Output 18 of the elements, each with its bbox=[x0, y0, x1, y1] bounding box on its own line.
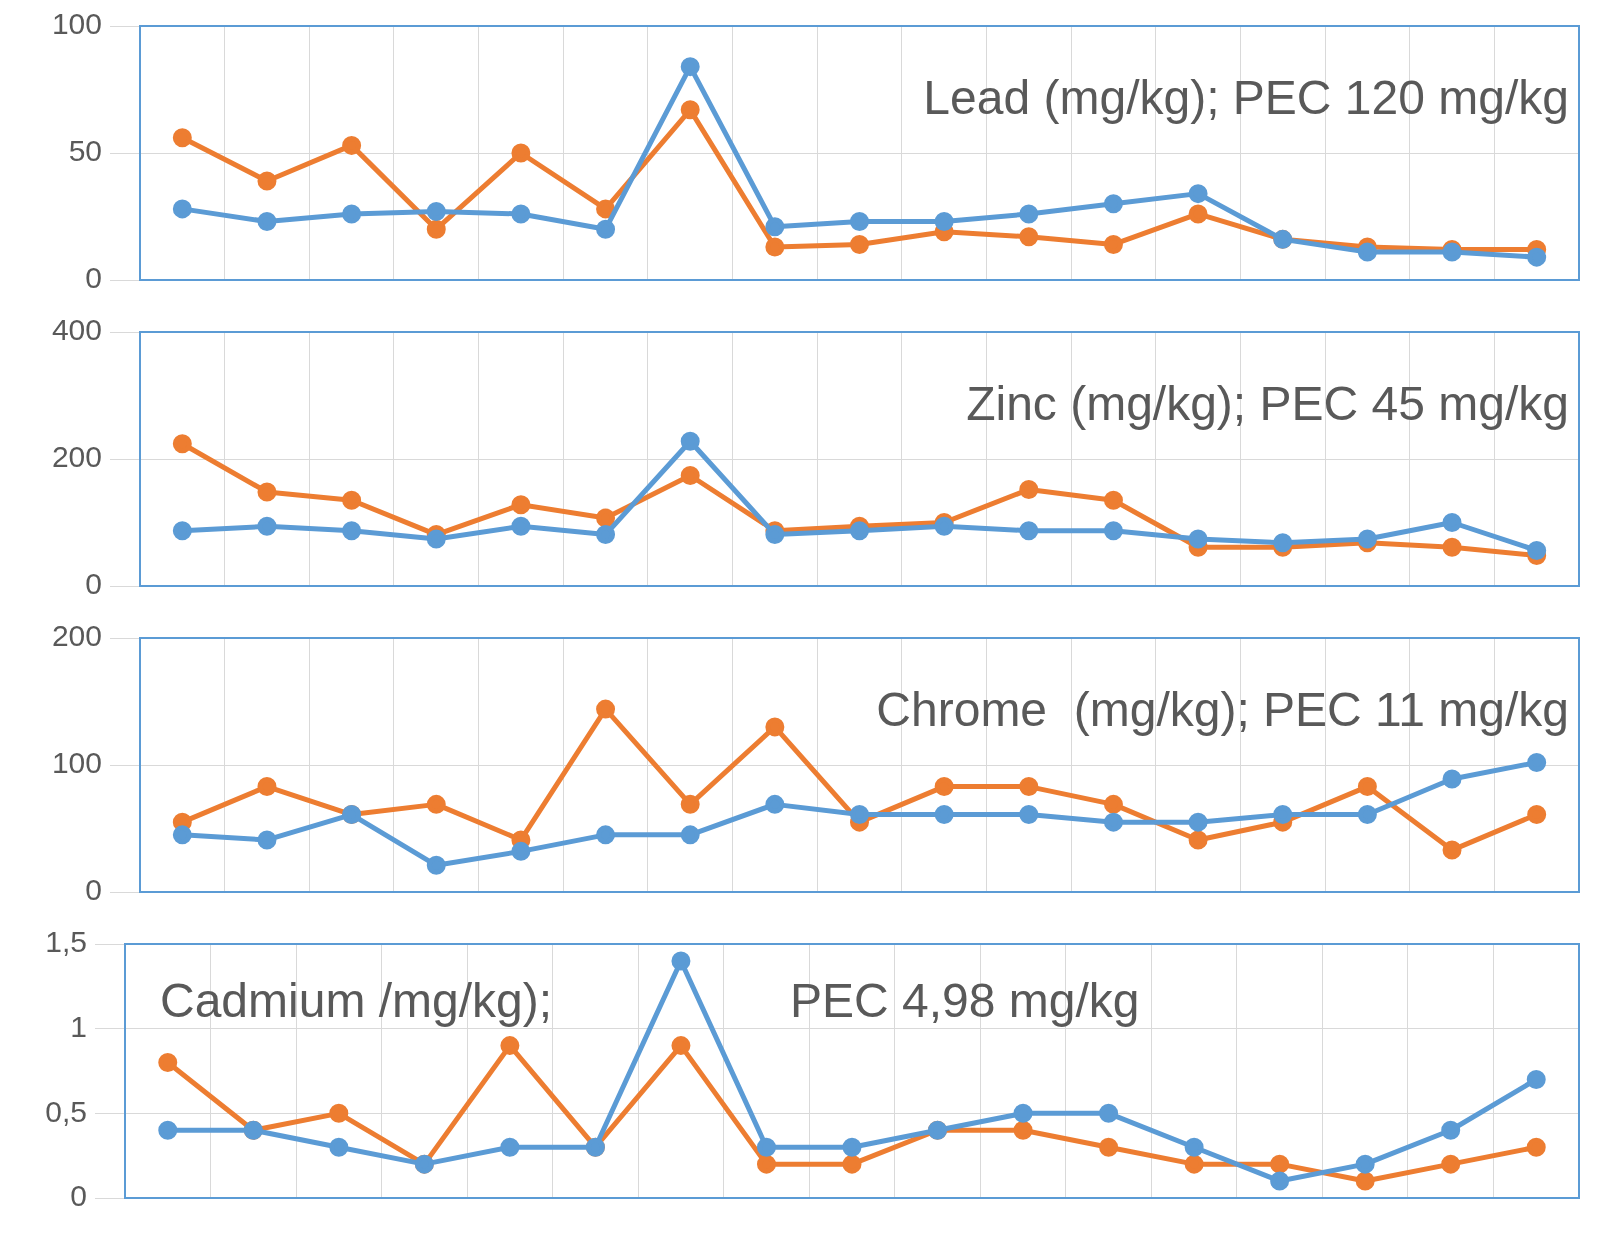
annotation: Chrome (mg/kg); PEC 11 mg/kg bbox=[876, 683, 1569, 737]
y-tick-label: 1,5 bbox=[45, 925, 87, 959]
annotation: Cadmium /mg/kg); bbox=[160, 974, 553, 1028]
annotation: PEC 4,98 mg/kg bbox=[790, 974, 1140, 1028]
y-tick-label: 200 bbox=[51, 440, 102, 474]
y-tick-label: 0 bbox=[70, 1179, 87, 1213]
y-tick-label: 100 bbox=[51, 746, 102, 780]
y-tick-label: 0 bbox=[85, 567, 102, 601]
y-tick-label: 0 bbox=[85, 261, 102, 295]
y-tick-label: 200 bbox=[51, 619, 102, 653]
y-tick-label: 400 bbox=[51, 313, 102, 347]
y-tick-label: 50 bbox=[68, 134, 102, 168]
annotation: Lead (mg/kg); PEC 120 mg/kg bbox=[923, 71, 1569, 125]
y-tick-label: 0,5 bbox=[45, 1094, 87, 1128]
y-tick-label: 1 bbox=[70, 1009, 87, 1043]
y-tick-label: 100 bbox=[51, 7, 102, 41]
y-tick-label: 0 bbox=[85, 873, 102, 907]
annotation: Zinc (mg/kg); PEC 45 mg/kg bbox=[966, 377, 1569, 431]
